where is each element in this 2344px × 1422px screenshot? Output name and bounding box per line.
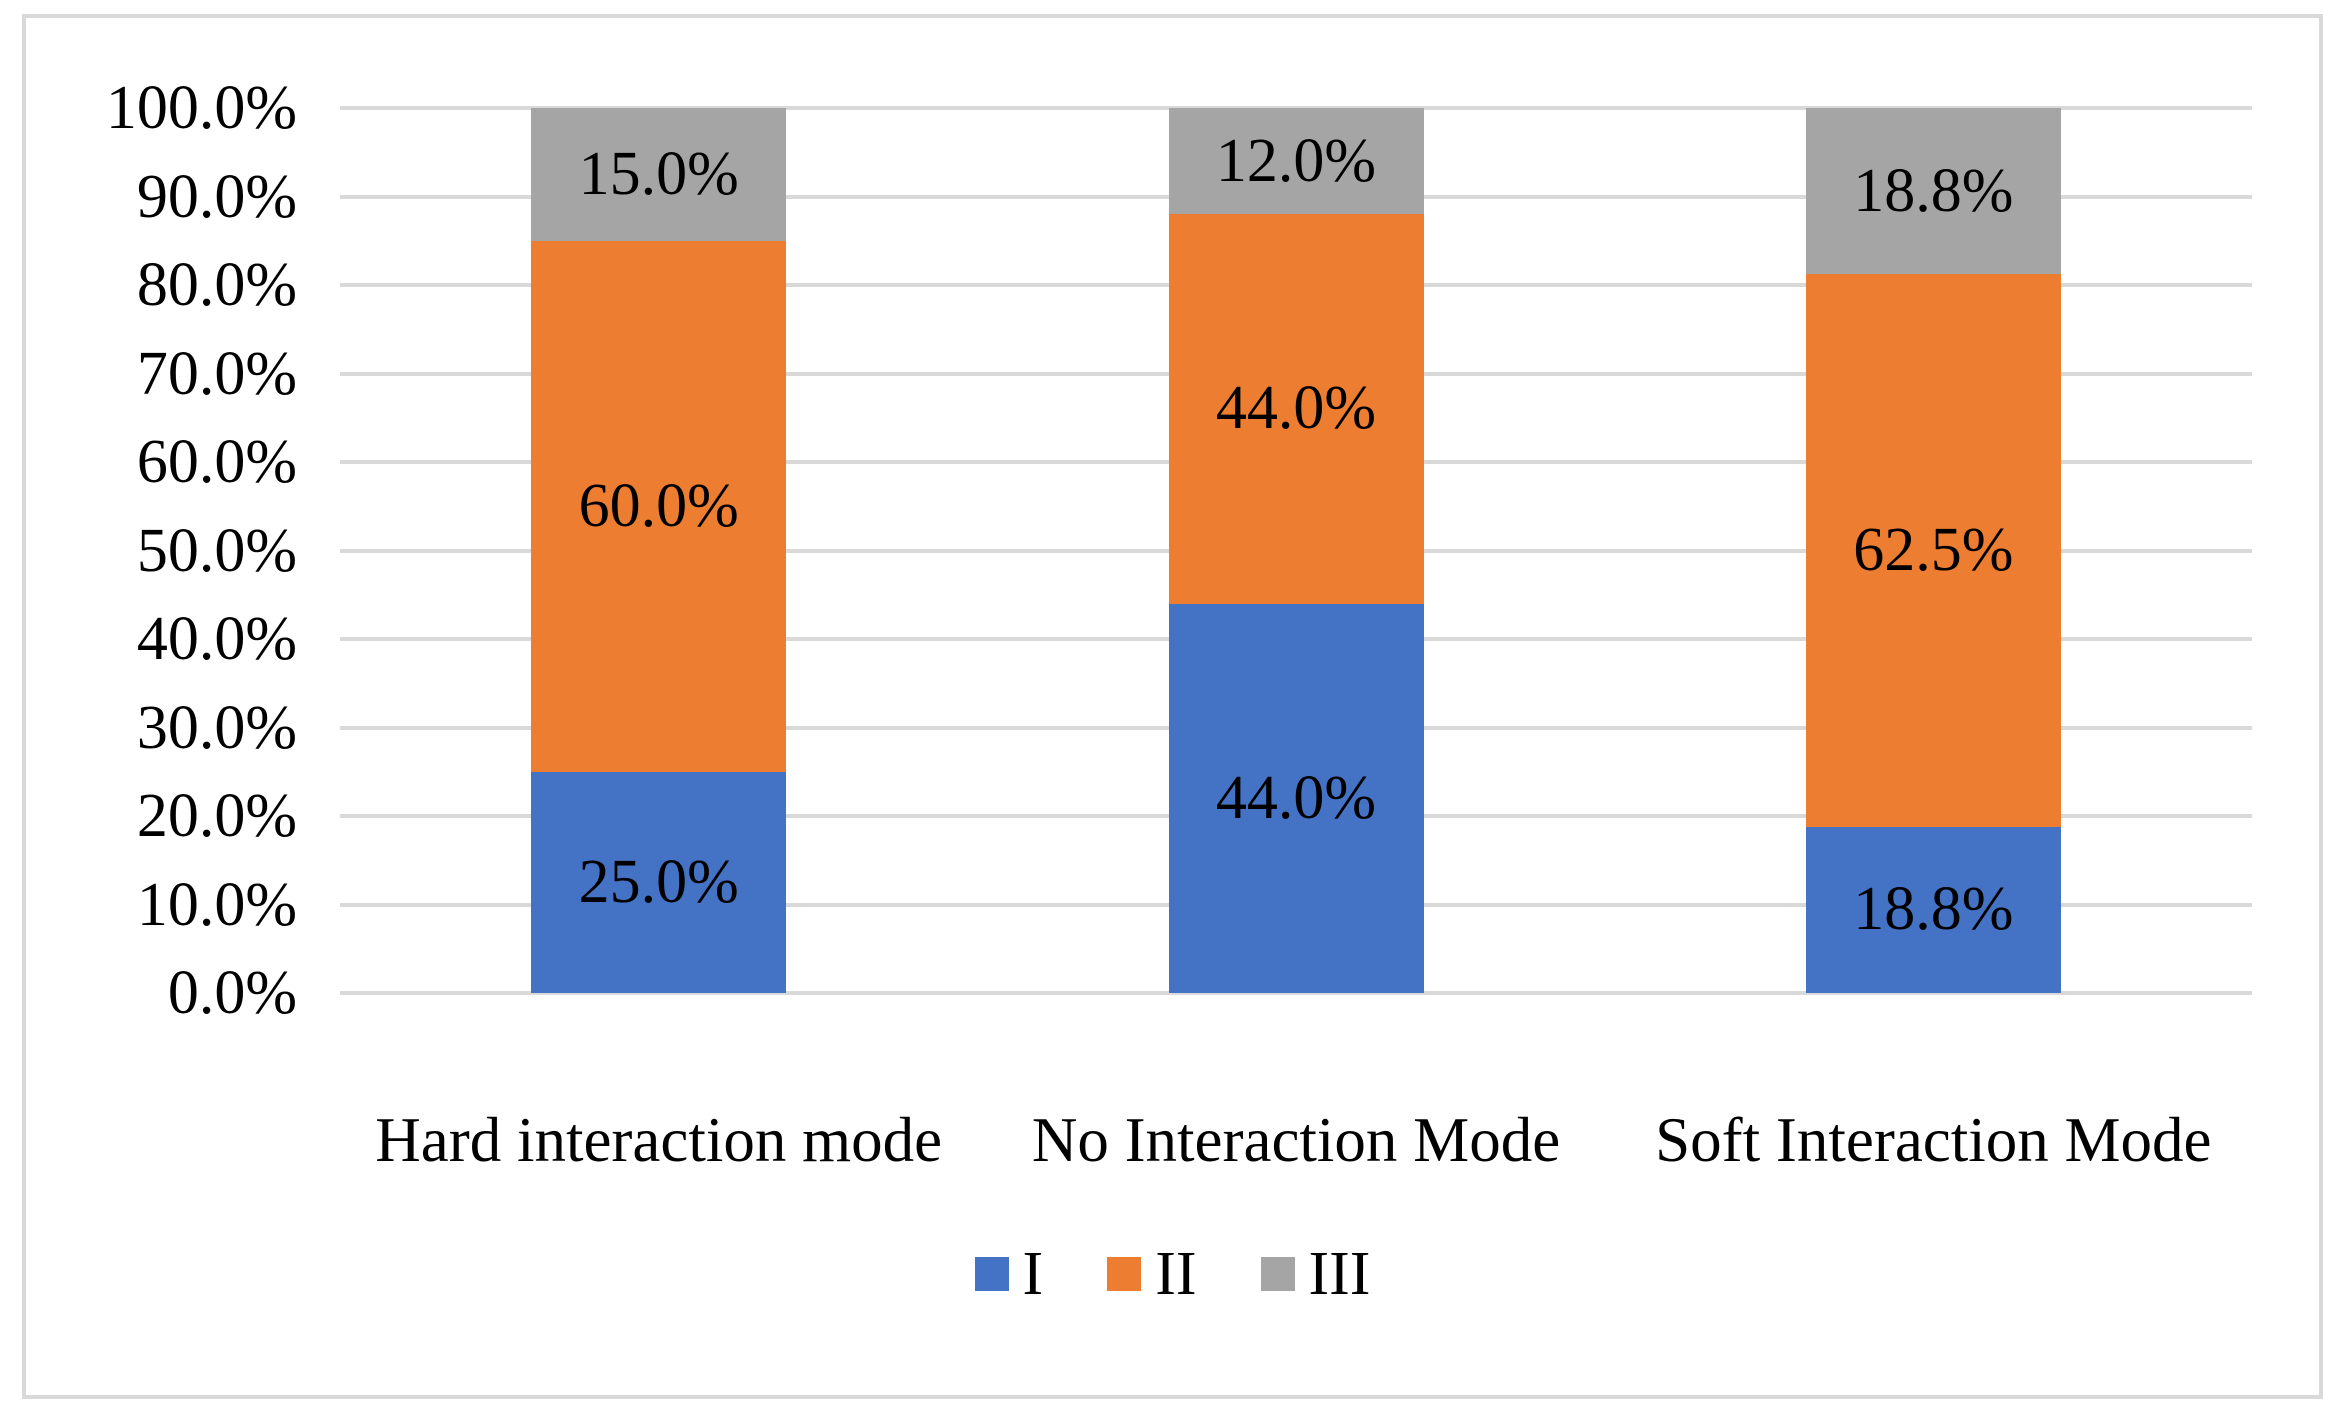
y-tick-label: 100.0%: [105, 74, 297, 142]
x-category-label: Soft Interaction Mode: [1655, 1105, 2212, 1175]
data-label: 62.5%: [1853, 515, 2014, 584]
gridline: [340, 991, 2252, 995]
y-tick-label: 20.0%: [136, 782, 297, 850]
legend-item-II: II: [1107, 1238, 1197, 1310]
data-label: 18.8%: [1853, 156, 2014, 225]
bar-column: 25.0% 60.0% 15.0%: [531, 108, 787, 993]
y-tick-label: 80.0%: [136, 251, 297, 319]
legend-label: I: [1022, 1240, 1044, 1308]
y-tick-label: 70.0%: [136, 339, 297, 408]
legend-color-swatch-III: [1260, 1257, 1295, 1291]
legend-color-swatch-II: [1107, 1257, 1142, 1291]
y-tick-label: 0.0%: [167, 959, 297, 1027]
bar-segment-series-II: 60.0%: [531, 240, 787, 772]
data-label: 44.0%: [1215, 763, 1377, 832]
data-label: 18.8%: [1853, 875, 2014, 944]
legend-item-I: I: [974, 1238, 1044, 1310]
y-tick-label: 50.0%: [136, 516, 297, 585]
legend-color-swatch-I: [974, 1257, 1009, 1291]
bar-segment-series-III: 18.8%: [1805, 108, 2061, 275]
bar-segment-series-I: 18.8%: [1805, 826, 2061, 993]
legend: I II III: [22, 1238, 2323, 1310]
bar-segment-series-I: 25.0%: [531, 771, 787, 993]
bar-segment-series-I: 44.0%: [1168, 603, 1424, 993]
bar-column: 44.0% 44.0% 12.0%: [1168, 108, 1424, 993]
data-label: 25.0%: [578, 847, 739, 916]
y-tick-label: 60.0%: [136, 428, 297, 496]
x-category-label: Hard interaction mode: [375, 1105, 943, 1175]
bar-segment-series-II: 62.5%: [1805, 273, 2061, 827]
data-label: 12.0%: [1215, 126, 1377, 195]
legend-item-III: III: [1260, 1238, 1371, 1310]
y-tick-label: 30.0%: [136, 693, 297, 762]
data-label: 60.0%: [578, 471, 739, 540]
y-tick-label: 90.0%: [136, 162, 297, 231]
y-tick-label: 40.0%: [136, 605, 297, 673]
bar-column: 18.8% 62.5% 18.8%: [1805, 108, 2061, 993]
data-label: 15.0%: [578, 139, 739, 208]
bar-segment-series-III: 15.0%: [531, 108, 787, 241]
data-label: 44.0%: [1215, 374, 1377, 443]
legend-label: II: [1155, 1240, 1197, 1308]
bar-segment-series-II: 44.0%: [1168, 214, 1424, 604]
legend-label: III: [1308, 1240, 1371, 1308]
x-category-label: No Interaction Mode: [1031, 1105, 1561, 1175]
y-tick-label: 10.0%: [136, 870, 297, 939]
bar-segment-series-III: 12.0%: [1168, 108, 1424, 215]
